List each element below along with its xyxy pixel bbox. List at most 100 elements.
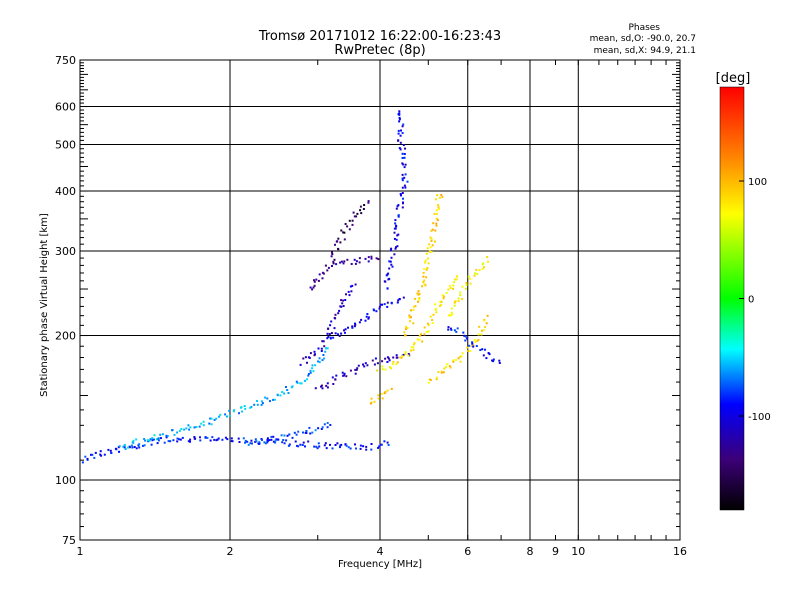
echo-point (442, 297, 445, 300)
echo-point (266, 397, 269, 400)
echo-point (261, 402, 264, 405)
echo-point (353, 258, 356, 261)
echo-point (403, 156, 406, 159)
echo-point (295, 433, 298, 436)
echo-point (264, 442, 267, 445)
echo-point (318, 273, 321, 276)
echo-point (317, 360, 319, 363)
echo-point (334, 313, 337, 316)
echo-point (423, 283, 426, 286)
echo-point (114, 447, 117, 450)
echo-point (217, 437, 220, 440)
echo-point (381, 397, 384, 400)
echo-point (364, 362, 367, 365)
echo-point (340, 305, 343, 308)
echo-point (461, 285, 464, 288)
echo-point (429, 246, 432, 249)
echo-point (460, 355, 463, 358)
echo-point (393, 231, 396, 234)
echo-point (396, 301, 399, 304)
echo-point (281, 441, 284, 444)
echo-point (358, 257, 361, 260)
echo-point (373, 363, 376, 366)
echo-point (399, 134, 402, 137)
echo-point (256, 403, 259, 406)
echo-point (393, 253, 396, 256)
echo-point (327, 266, 330, 269)
echo-point (381, 360, 384, 363)
echo-point (401, 179, 404, 182)
echo-point (244, 441, 247, 444)
echo-point (326, 426, 329, 429)
echo-point (208, 422, 211, 425)
echo-point (369, 402, 372, 405)
echo-point (421, 285, 423, 288)
echo-point (353, 325, 356, 328)
chart-title: Tromsø 20171012 16:22:00-16:23:43 (258, 29, 501, 44)
echo-point (449, 366, 452, 369)
echo-point (465, 282, 468, 284)
echo-point (286, 389, 289, 391)
echo-point (462, 331, 465, 334)
echo-point (254, 438, 257, 441)
echo-point (396, 205, 399, 208)
echo-point (452, 359, 455, 362)
echo-point (359, 209, 362, 212)
echo-point (334, 444, 337, 446)
echo-point (165, 434, 168, 437)
echo-point (213, 438, 216, 441)
echo-point (127, 446, 130, 449)
echo-point (318, 361, 321, 364)
x-tick-label: 6 (464, 545, 471, 558)
echo-point (331, 447, 334, 450)
echo-point (311, 364, 314, 367)
echo-point (480, 333, 483, 336)
echo-point (346, 225, 349, 228)
echo-point (157, 437, 160, 440)
echo-point (244, 407, 247, 410)
echo-point (268, 439, 271, 442)
echo-point (412, 322, 415, 325)
echo-point (297, 430, 300, 433)
echo-point (156, 442, 159, 445)
echo-point (337, 248, 340, 251)
echo-point (313, 350, 316, 353)
echo-point (401, 206, 404, 209)
colorbar-label: [deg] (716, 71, 751, 86)
echo-point (390, 247, 393, 250)
echo-point (423, 279, 426, 282)
echo-point (321, 277, 324, 280)
echo-point (388, 267, 391, 270)
chart-subtitle: RwPretec (8p) (334, 43, 425, 58)
echo-point (425, 276, 428, 279)
echo-point (347, 326, 349, 329)
echo-point (384, 390, 387, 393)
echo-point (107, 448, 110, 451)
echo-point (342, 305, 345, 307)
echo-point (398, 118, 401, 121)
echo-point (416, 292, 419, 295)
echo-point (344, 223, 347, 225)
echo-point (199, 439, 202, 442)
echo-point (246, 440, 249, 443)
echo-point (193, 436, 196, 438)
echo-point (429, 236, 432, 239)
echo-point (457, 297, 460, 300)
echo-point (332, 336, 335, 339)
echo-point (260, 403, 263, 406)
echo-point (357, 364, 360, 367)
echo-point (228, 409, 231, 412)
echo-point (165, 436, 168, 439)
echo-point (439, 304, 441, 307)
echo-point (329, 443, 331, 446)
echo-point (484, 326, 487, 329)
echo-point (135, 447, 138, 450)
echo-point (118, 450, 120, 453)
colorbar-tick-label: -100 (748, 412, 771, 423)
echo-point (296, 382, 299, 384)
echo-point (370, 401, 373, 404)
echo-point (426, 322, 429, 325)
echo-point (211, 436, 214, 439)
echo-point (356, 367, 359, 370)
echo-point (354, 323, 357, 326)
